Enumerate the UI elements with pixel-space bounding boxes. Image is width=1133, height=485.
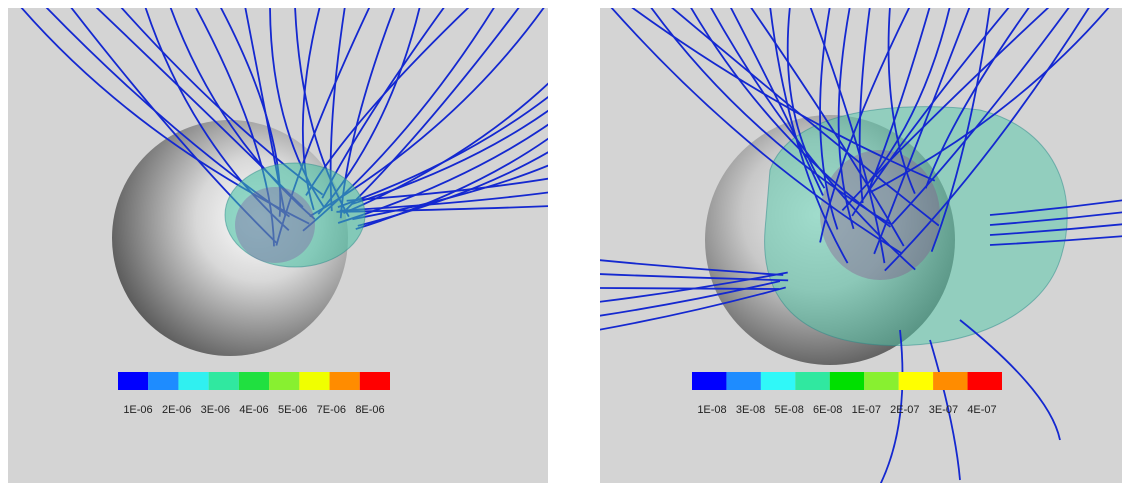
colorbar-segment (830, 372, 864, 390)
colorbar-label: 7E-06 (317, 404, 346, 416)
colorbar-label: 1E-07 (852, 404, 881, 416)
colorbar-label: 5E-08 (774, 404, 803, 416)
colorbar-label: 1E-06 (123, 404, 152, 416)
colorbar-label: 6E-08 (813, 404, 842, 416)
colorbar-segment (692, 372, 726, 390)
colorbar-segment (795, 372, 829, 390)
colorbar-segment (209, 372, 239, 390)
colorbar-label: 2E-07 (890, 404, 919, 416)
colorbar-segment (178, 372, 208, 390)
colorbar-segment (330, 372, 360, 390)
colorbar-segment (239, 372, 269, 390)
colorbar-label: 4E-07 (967, 404, 996, 416)
colorbar-segment (761, 372, 795, 390)
visualization: 1E-06 2E-06 3E-06 4E-06 5E-06 7E-06 8E-06 1E-08… (0, 0, 1133, 485)
colorbar-label: 3E-08 (736, 404, 765, 416)
colorbar-label: 2E-06 (162, 404, 191, 416)
colorbar-segment (726, 372, 760, 390)
colorbar-label: 3E-07 (929, 404, 958, 416)
colorbar-segment (118, 372, 148, 390)
colorbar-label: 1E-08 (697, 404, 726, 416)
colorbar-segment (899, 372, 933, 390)
colorbar-label: 5E-06 (278, 404, 307, 416)
colorbar-segment (360, 372, 390, 390)
colorbar-segment (864, 372, 898, 390)
plume-core (235, 187, 315, 263)
colorbar-label: 3E-06 (201, 404, 230, 416)
colorbar-segment (299, 372, 329, 390)
colorbar-segment (269, 372, 299, 390)
colorbar-label: 4E-06 (239, 404, 268, 416)
colorbar-segment (148, 372, 178, 390)
colorbar-segment (933, 372, 967, 390)
colorbar-segment (968, 372, 1002, 390)
colorbar-label: 8E-06 (355, 404, 384, 416)
